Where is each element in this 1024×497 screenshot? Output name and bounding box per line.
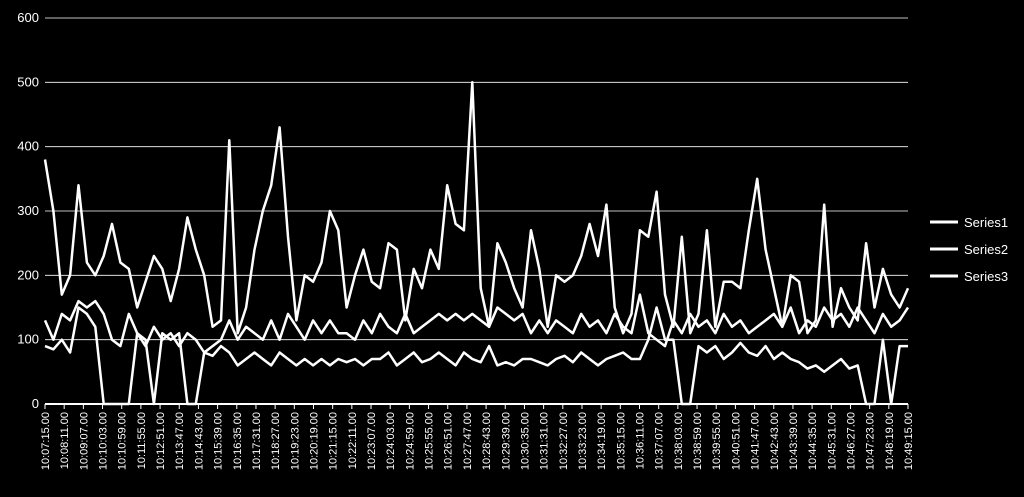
x-tick-label: 10:09:07.00 (78, 412, 90, 470)
x-tick-label: 10:41:47.00 (750, 412, 762, 470)
x-tick-label: 10:19:23.00 (289, 412, 301, 470)
x-tick-label: 10:44:35.00 (807, 412, 819, 470)
x-tick-label: 10:15:39.00 (213, 412, 225, 470)
x-tick-label: 10:22:11.00 (347, 412, 359, 469)
gridlines (45, 17, 908, 405)
x-tick-label: 10:48:19.00 (884, 412, 896, 470)
y-tick-label: 200 (17, 267, 39, 282)
x-tick-label: 10:07:15.00 (40, 412, 52, 470)
x-tick-label: 10:36:11.00 (635, 412, 647, 469)
x-tick-label: 10:28:43.00 (481, 412, 493, 470)
x-tick-label: 10:30:35.00 (519, 412, 531, 470)
x-tick-label: 10:27:47.00 (462, 412, 474, 470)
x-tick-label: 10:20:19.00 (308, 412, 320, 470)
y-tick-label: 100 (17, 332, 39, 347)
x-tick-label: 10:25:55.00 (424, 412, 436, 470)
series-lines (43, 81, 910, 406)
x-tick-label: 10:10:59.00 (117, 412, 129, 470)
x-tick-label: 10:46:27.00 (845, 412, 857, 470)
y-tick-label: 500 (17, 74, 39, 89)
x-tick-label: 10:18:27.00 (270, 412, 282, 470)
x-tick-label: 10:21:15.00 (328, 412, 340, 470)
x-tick-label: 10:08:11.00 (59, 412, 71, 469)
legend: Series1 Series2 Series3 (930, 215, 1008, 284)
x-tick-label: 10:34:19.00 (596, 412, 608, 470)
x-tick-label: 10:24:03.00 (385, 412, 397, 470)
x-tick-label: 10:23:07.00 (366, 412, 378, 470)
x-tick-label: 10:43:39.00 (788, 412, 800, 470)
legend-label: Series2 (964, 242, 1008, 257)
y-tick-label: 0 (32, 396, 39, 411)
x-tick-label: 10:38:03.00 (673, 412, 685, 470)
x-tick-label: 10:11:55.00 (136, 412, 148, 469)
y-tick-label: 600 (17, 10, 39, 25)
x-tick-label: 10:16:35.00 (232, 412, 244, 470)
x-tick-label: 10:32:27.00 (558, 412, 570, 470)
x-axis-ticks: 10:07:15.00 10:08:11.00 10:09:07.00 10:10:0… (40, 404, 915, 470)
x-tick-label: 10:13:47.00 (174, 412, 186, 470)
x-tick-label: 10:49:15.00 (903, 412, 915, 470)
x-tick-label: 10:24:59.00 (404, 412, 416, 470)
y-tick-label: 400 (17, 139, 39, 154)
x-tick-label: 10:10:03.00 (98, 412, 110, 470)
x-tick-label: 10:37:07.00 (654, 412, 666, 470)
x-tick-label: 10:12:51.00 (155, 412, 167, 470)
x-tick-label: 10:26:51.00 (443, 412, 455, 470)
x-tick-label: 10:29:39.00 (500, 412, 512, 470)
x-tick-label: 10:42:43.00 (769, 412, 781, 470)
x-tick-label: 10:31:31.00 (539, 412, 551, 470)
x-tick-label: 10:38:59.00 (692, 412, 704, 470)
series-line-3 (44, 306, 908, 406)
x-tick-label: 10:39:55.00 (711, 412, 723, 470)
y-axis-ticks: 0 100 200 300 400 500 600 (17, 10, 39, 411)
x-tick-label: 10:17:31.00 (251, 412, 263, 470)
legend-label: Series1 (964, 215, 1008, 230)
x-tick-label: 10:47:23.00 (865, 412, 877, 470)
legend-label: Series3 (964, 269, 1008, 284)
series-line-2 (43, 293, 910, 354)
x-tick-label: 10:45:31.00 (826, 412, 838, 470)
y-tick-label: 300 (17, 203, 39, 218)
series-line-1 (43, 81, 910, 335)
x-tick-label: 10:33:23.00 (577, 412, 589, 470)
x-tick-label: 10:40:51.00 (730, 412, 742, 470)
x-tick-label: 10:35:15.00 (615, 412, 627, 470)
x-tick-label: 10:14:43.00 (193, 412, 205, 470)
